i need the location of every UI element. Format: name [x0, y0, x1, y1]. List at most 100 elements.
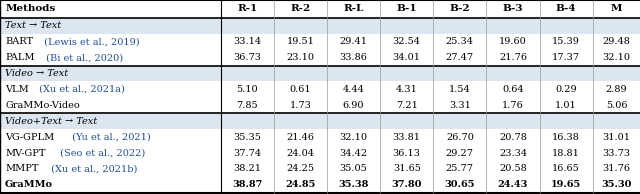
- Text: (Xu et al., 2021b): (Xu et al., 2021b): [49, 165, 138, 173]
- Text: 35.35: 35.35: [234, 133, 261, 142]
- Text: 38.87: 38.87: [232, 180, 262, 189]
- Text: BART: BART: [5, 37, 33, 46]
- Text: 33.81: 33.81: [393, 133, 420, 142]
- Text: 34.01: 34.01: [393, 53, 420, 62]
- Text: 26.70: 26.70: [446, 133, 474, 142]
- Text: B-1: B-1: [396, 4, 417, 13]
- Text: 19.65: 19.65: [551, 180, 581, 189]
- Text: 16.65: 16.65: [552, 165, 580, 173]
- Text: 31.76: 31.76: [603, 165, 630, 173]
- Text: 24.43: 24.43: [498, 180, 528, 189]
- Text: 7.21: 7.21: [396, 101, 418, 110]
- Text: 25.34: 25.34: [446, 37, 474, 46]
- Text: 15.39: 15.39: [552, 37, 580, 46]
- Text: VG-GPLM: VG-GPLM: [5, 133, 54, 142]
- Text: 24.25: 24.25: [287, 165, 314, 173]
- Text: 36.73: 36.73: [234, 53, 261, 62]
- Text: 4.31: 4.31: [396, 85, 418, 94]
- Text: R-1: R-1: [237, 4, 257, 13]
- Text: 35.30: 35.30: [602, 180, 632, 189]
- Text: 1.76: 1.76: [502, 101, 524, 110]
- Text: GraMMo-Video: GraMMo-Video: [5, 101, 80, 110]
- Text: 3.31: 3.31: [449, 101, 471, 110]
- Text: 24.04: 24.04: [287, 149, 314, 158]
- Text: 16.38: 16.38: [552, 133, 580, 142]
- Bar: [0, 0, 640, 18]
- Text: 6.90: 6.90: [343, 101, 364, 110]
- Text: VLM: VLM: [5, 85, 29, 94]
- Text: 32.54: 32.54: [393, 37, 420, 46]
- Text: GraMMo: GraMMo: [5, 180, 53, 189]
- Bar: [0, 161, 640, 177]
- Text: 30.65: 30.65: [445, 180, 475, 189]
- Text: 31.65: 31.65: [393, 165, 420, 173]
- Text: 19.60: 19.60: [499, 37, 527, 46]
- Text: 37.80: 37.80: [392, 180, 422, 189]
- Text: B-4: B-4: [556, 4, 577, 13]
- Text: 23.34: 23.34: [499, 149, 527, 158]
- Text: 35.38: 35.38: [339, 180, 369, 189]
- Text: MV-GPT: MV-GPT: [5, 149, 45, 158]
- Text: (Lewis et al., 2019): (Lewis et al., 2019): [42, 37, 140, 46]
- Text: 20.78: 20.78: [499, 133, 527, 142]
- Bar: [0, 113, 640, 129]
- Text: 1.01: 1.01: [556, 101, 577, 110]
- Text: R-2: R-2: [291, 4, 310, 13]
- Bar: [0, 50, 640, 66]
- Text: 38.21: 38.21: [234, 165, 261, 173]
- Text: Methods: Methods: [5, 4, 56, 13]
- Text: R-L: R-L: [344, 4, 364, 13]
- Text: 17.37: 17.37: [552, 53, 580, 62]
- Text: 1.54: 1.54: [449, 85, 470, 94]
- Text: PALM: PALM: [5, 53, 35, 62]
- Text: 29.48: 29.48: [603, 37, 630, 46]
- Text: B-2: B-2: [449, 4, 470, 13]
- Text: 4.44: 4.44: [342, 85, 365, 94]
- Text: (Seo et al., 2022): (Seo et al., 2022): [58, 149, 146, 158]
- Bar: [0, 34, 640, 50]
- Text: 20.58: 20.58: [499, 165, 527, 173]
- Text: 23.10: 23.10: [287, 53, 314, 62]
- Text: 32.10: 32.10: [603, 53, 630, 62]
- Bar: [0, 81, 640, 97]
- Text: 29.27: 29.27: [446, 149, 474, 158]
- Text: 34.42: 34.42: [340, 149, 367, 158]
- Text: Video+Text → Text: Video+Text → Text: [5, 117, 97, 126]
- Text: (Xu et al., 2021a): (Xu et al., 2021a): [36, 85, 125, 94]
- Bar: [0, 177, 640, 193]
- Text: Video → Text: Video → Text: [5, 69, 68, 78]
- Text: 1.73: 1.73: [289, 101, 312, 110]
- Text: 21.46: 21.46: [287, 133, 314, 142]
- Text: 0.61: 0.61: [290, 85, 311, 94]
- Text: 31.01: 31.01: [603, 133, 630, 142]
- Text: MMPT: MMPT: [5, 165, 38, 173]
- Text: 7.85: 7.85: [237, 101, 258, 110]
- Text: 24.85: 24.85: [285, 180, 316, 189]
- Text: 32.10: 32.10: [340, 133, 367, 142]
- Text: 27.47: 27.47: [446, 53, 474, 62]
- Text: (Bi et al., 2020): (Bi et al., 2020): [43, 53, 124, 62]
- Bar: [0, 66, 640, 81]
- Text: M: M: [611, 4, 622, 13]
- Bar: [0, 97, 640, 113]
- Text: 2.89: 2.89: [606, 85, 627, 94]
- Bar: [0, 129, 640, 145]
- Bar: [0, 145, 640, 161]
- Text: 0.29: 0.29: [556, 85, 577, 94]
- Text: 5.10: 5.10: [237, 85, 258, 94]
- Text: 36.13: 36.13: [393, 149, 420, 158]
- Text: B-3: B-3: [502, 4, 524, 13]
- Text: 29.41: 29.41: [340, 37, 367, 46]
- Text: 5.06: 5.06: [606, 101, 627, 110]
- Text: 21.76: 21.76: [499, 53, 527, 62]
- Text: 33.73: 33.73: [603, 149, 630, 158]
- Text: 35.05: 35.05: [340, 165, 367, 173]
- Text: 25.77: 25.77: [446, 165, 474, 173]
- Text: 0.64: 0.64: [502, 85, 524, 94]
- Text: Text → Text: Text → Text: [5, 21, 61, 30]
- Text: 33.14: 33.14: [234, 37, 261, 46]
- Text: 18.81: 18.81: [552, 149, 580, 158]
- Text: 19.51: 19.51: [287, 37, 314, 46]
- Bar: [0, 18, 640, 34]
- Text: 37.74: 37.74: [234, 149, 261, 158]
